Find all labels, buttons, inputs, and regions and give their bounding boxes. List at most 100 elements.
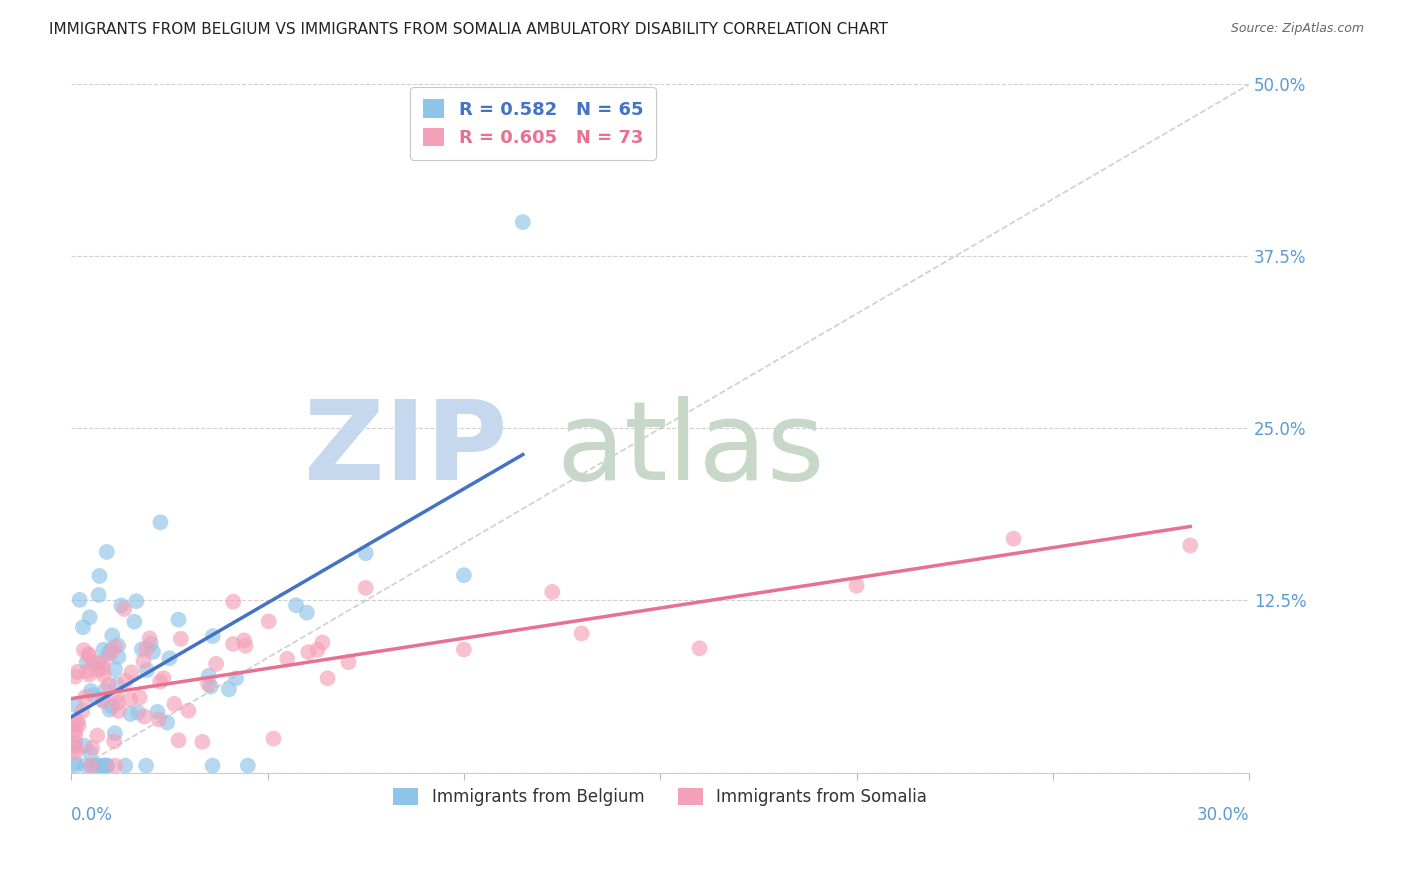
Text: 0.0%: 0.0% [72,805,112,823]
Point [167,733,190,747]
Point [67,718,90,732]
Point [157,651,180,665]
Point [63,739,86,753]
Point [89,569,111,583]
Text: 30.0%: 30.0% [1197,805,1249,823]
Point [201,629,224,643]
Point [96,758,118,772]
Point [124,615,146,629]
Point [316,671,339,685]
Point [80,758,103,772]
Point [142,645,165,659]
Point [91,694,114,708]
Point [93,758,115,772]
Point [114,758,136,772]
Point [218,682,240,697]
Point [96,545,118,559]
Point [131,642,153,657]
Point [97,647,120,661]
Point [75,690,97,704]
Point [80,758,103,772]
Point [63,729,86,743]
Point [65,745,87,759]
Point [87,663,110,677]
Point [107,639,129,653]
Point [222,595,245,609]
Point [91,656,114,670]
Point [236,758,259,772]
Point [63,740,86,755]
Point [135,642,157,657]
Point [104,640,127,654]
Point [63,670,86,684]
Point [235,639,257,653]
Point [96,758,118,772]
Point [222,637,245,651]
Point [73,643,96,657]
Point [87,588,110,602]
Point [120,706,142,721]
Point [63,716,86,731]
Point [257,615,280,629]
Point [77,648,100,663]
Point [354,581,377,595]
Point [82,740,104,755]
Point [295,606,318,620]
Point [233,633,256,648]
Point [128,690,150,705]
Point [688,641,710,656]
Point [65,736,87,750]
Point [101,699,124,714]
Point [125,594,148,608]
Point [105,677,128,691]
Point [163,697,186,711]
Point [200,680,222,694]
Point [311,635,333,649]
Point [107,649,129,664]
Point [512,215,534,229]
Point [93,642,115,657]
Point [93,668,115,682]
Point [139,637,162,651]
Point [156,715,179,730]
Point [104,662,127,676]
Point [98,702,121,716]
Point [83,655,105,669]
Point [845,579,868,593]
Point [63,756,86,770]
Point [297,645,319,659]
Point [79,667,101,681]
Point [571,626,593,640]
Point [276,651,298,665]
Point [87,758,110,772]
Point [101,628,124,642]
Point [73,739,96,753]
Point [107,704,129,718]
Point [91,661,114,675]
Point [263,731,285,746]
Point [120,692,142,706]
Point [86,729,108,743]
Point [91,693,114,707]
Point [138,632,160,646]
Point [1180,538,1202,552]
Point [307,642,329,657]
Point [146,705,169,719]
Point [76,664,98,678]
Text: IMMIGRANTS FROM BELGIUM VS IMMIGRANTS FROM SOMALIA AMBULATORY DISABILITY CORRELA: IMMIGRANTS FROM BELGIUM VS IMMIGRANTS FR… [49,22,889,37]
Point [86,758,108,772]
Point [105,689,128,703]
Point [134,709,156,723]
Point [69,592,91,607]
Point [152,671,174,685]
Point [177,704,200,718]
Point [135,758,157,772]
Point [79,746,101,760]
Text: ZIP: ZIP [304,396,508,502]
Point [76,656,98,670]
Point [225,671,247,685]
Point [94,683,117,698]
Point [115,673,138,688]
Point [100,643,122,657]
Point [121,665,143,680]
